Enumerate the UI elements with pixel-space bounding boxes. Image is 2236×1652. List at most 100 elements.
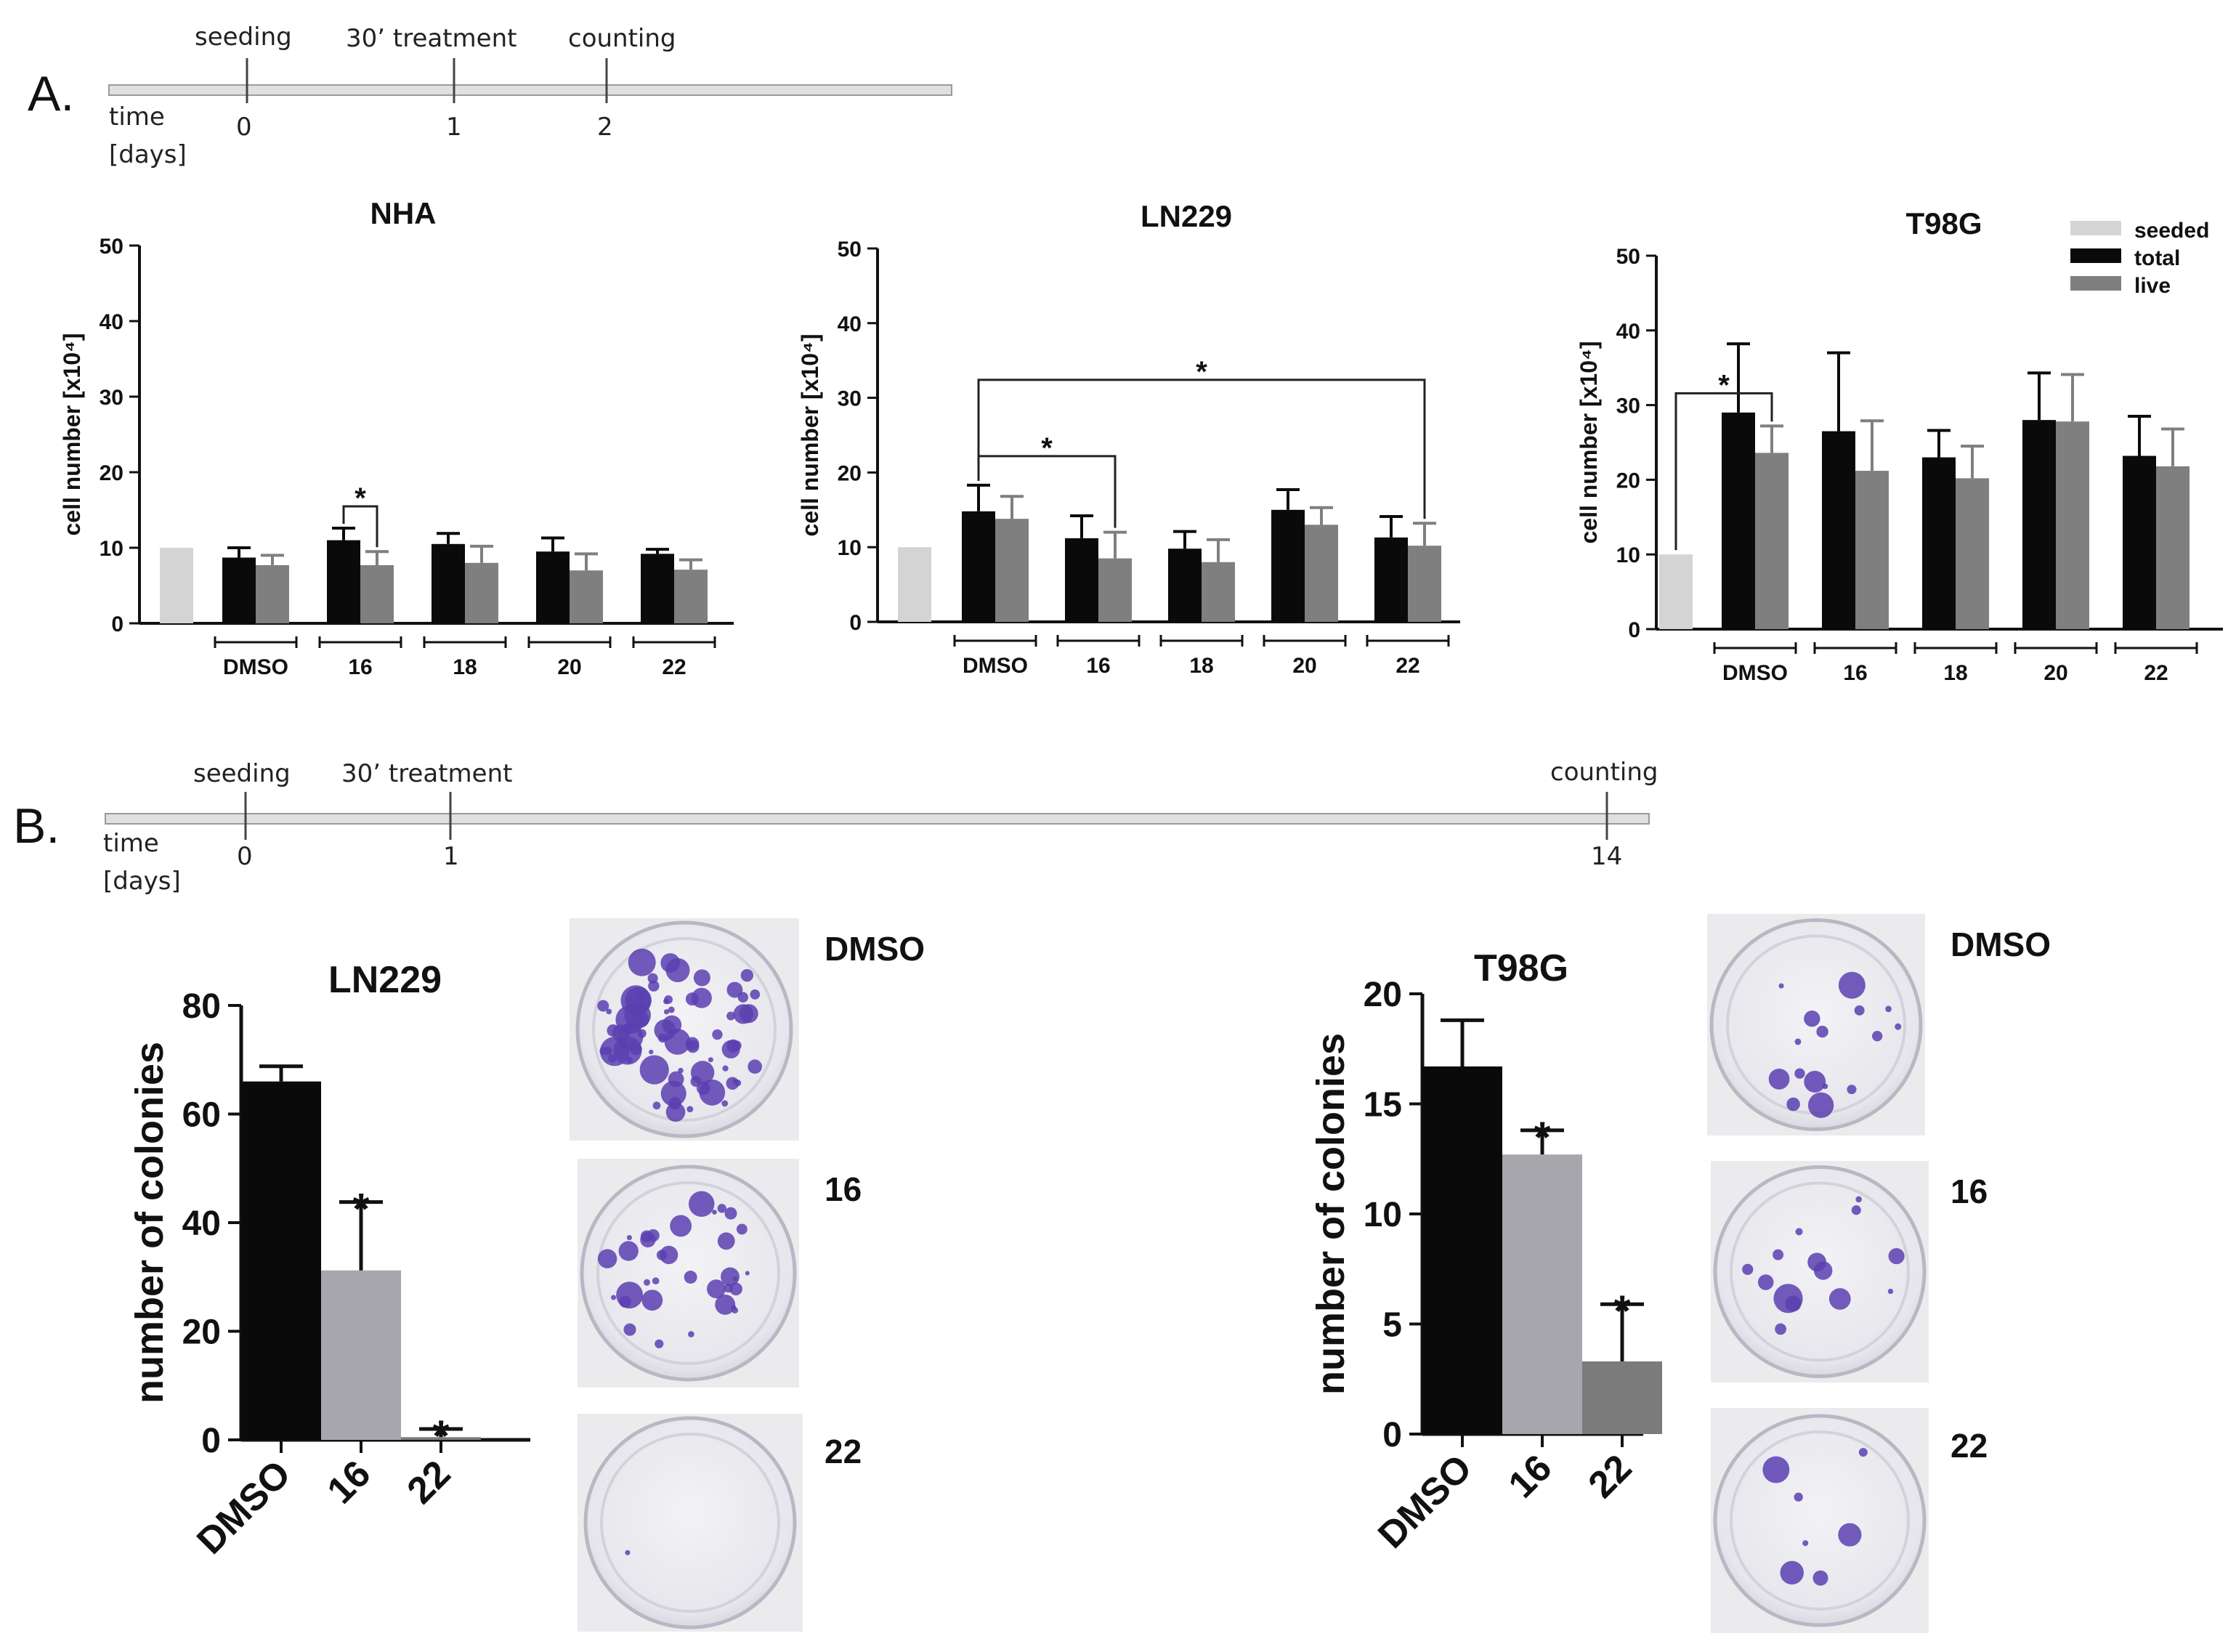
colony (626, 1234, 632, 1241)
colony (1785, 1295, 1802, 1312)
significance-bracket (342, 505, 378, 548)
colony (1794, 1068, 1805, 1079)
significance-bracket (977, 455, 1117, 528)
y-axis-label: cell number [x10⁴] (797, 333, 823, 536)
bar-total (1065, 538, 1098, 622)
colony (717, 1232, 735, 1250)
colony (639, 1055, 669, 1085)
colony (729, 1282, 742, 1296)
plate-label: 16 (1951, 1173, 1988, 1210)
bar-22 (401, 1437, 481, 1440)
colony (655, 1339, 664, 1348)
chart-title: LN229 (1141, 199, 1232, 233)
y-tick-label: 30 (1616, 394, 1640, 418)
colony (1887, 1288, 1894, 1295)
bar-total (1722, 412, 1755, 629)
colony-plates: DMSO 16 22 DMSO 16 22 (570, 914, 2051, 1633)
x-tick-label: 22 (1396, 654, 1419, 678)
colony (712, 1029, 723, 1040)
y-tick-label: 80 (182, 987, 221, 1026)
colony (1838, 971, 1866, 999)
colony (1794, 1038, 1802, 1045)
y-tick-label: 40 (838, 312, 862, 336)
colony (726, 1077, 740, 1090)
significance-star: * (1196, 356, 1207, 388)
colony (599, 1047, 608, 1056)
bar-seeded (160, 548, 193, 623)
timeline-b-axis-unit: [days] (103, 867, 181, 896)
x-tick-label: DMSO (189, 1452, 299, 1562)
legend-swatch-live (2070, 276, 2121, 291)
bar-live (2056, 421, 2089, 629)
panel-label-b: B. (13, 798, 60, 854)
colony (664, 1029, 691, 1055)
significance-bracket (1674, 392, 1773, 551)
plate-dish (583, 1416, 797, 1629)
bar-total (1374, 537, 1408, 622)
bar-live (1755, 453, 1789, 629)
colony (699, 1079, 726, 1106)
legend: seeded total live (2070, 219, 2209, 298)
colony (640, 1230, 653, 1243)
y-tick-label: 40 (1616, 320, 1640, 344)
colony (748, 1059, 762, 1074)
colony (1778, 983, 1784, 989)
colony (724, 1207, 737, 1220)
timeline-a-axis-label: time (109, 102, 165, 131)
colony (1854, 1005, 1865, 1016)
bar-live (465, 562, 498, 623)
plate-ln229-16 (578, 1159, 799, 1388)
timeline-a-day-0: 0 (236, 113, 252, 142)
colony (1812, 1570, 1828, 1586)
chart-title: T98G (1474, 947, 1568, 989)
timeline-a: seeding 30’ treatment counting 0 1 2 tim… (108, 23, 952, 169)
colony (684, 1271, 697, 1284)
y-tick-label: 30 (838, 387, 862, 411)
y-tick-label: 10 (100, 537, 123, 561)
bar-live (256, 564, 289, 623)
x-tick-label: 16 (348, 655, 372, 679)
colony (1847, 1085, 1857, 1095)
colony (724, 1283, 734, 1293)
y-tick-label: 0 (111, 612, 123, 636)
timeline-b-event-counting: counting (1550, 758, 1658, 787)
colony (649, 1049, 654, 1055)
bar-seeded (1659, 554, 1693, 629)
y-axis-label: cell number [x10⁴] (59, 333, 85, 535)
x-tick-label: 22 (2144, 661, 2168, 685)
colony (1786, 1097, 1800, 1112)
colony (726, 1011, 736, 1021)
colony (693, 969, 710, 987)
y-tick-label: 20 (1616, 469, 1640, 493)
colony (628, 948, 656, 976)
y-tick-label: 20 (182, 1313, 221, 1352)
legend-label-seeded: seeded (2134, 219, 2209, 243)
colony (606, 1008, 612, 1015)
timeline-a-day-1: 1 (446, 113, 462, 142)
y-tick-label: 0 (1382, 1416, 1402, 1454)
colony (721, 1100, 729, 1107)
colony (731, 1305, 737, 1311)
plate-dish-rim (1730, 1430, 1910, 1611)
y-tick-label: 60 (182, 1096, 221, 1135)
y-axis-label: cell number [x10⁴] (1576, 341, 1602, 543)
bar-live (2156, 466, 2190, 629)
plate-dish-rim (1730, 1181, 1910, 1362)
colony (1804, 1011, 1820, 1027)
colony (1871, 1031, 1883, 1042)
colony (1855, 1196, 1862, 1203)
x-tick-label: 22 (662, 655, 686, 679)
colony (1757, 1274, 1774, 1290)
significance-star: * (1718, 369, 1730, 401)
bar-dmso (1422, 1066, 1502, 1434)
timeline-b-day-0: 0 (237, 842, 253, 871)
y-tick-label: 30 (100, 386, 123, 410)
timeline-a-bar (108, 84, 952, 96)
colony (616, 1281, 644, 1309)
colony (652, 1277, 660, 1285)
plate-label: DMSO (1951, 926, 2051, 963)
colony (726, 1039, 740, 1053)
colony (691, 987, 712, 1008)
colony (665, 1102, 686, 1122)
